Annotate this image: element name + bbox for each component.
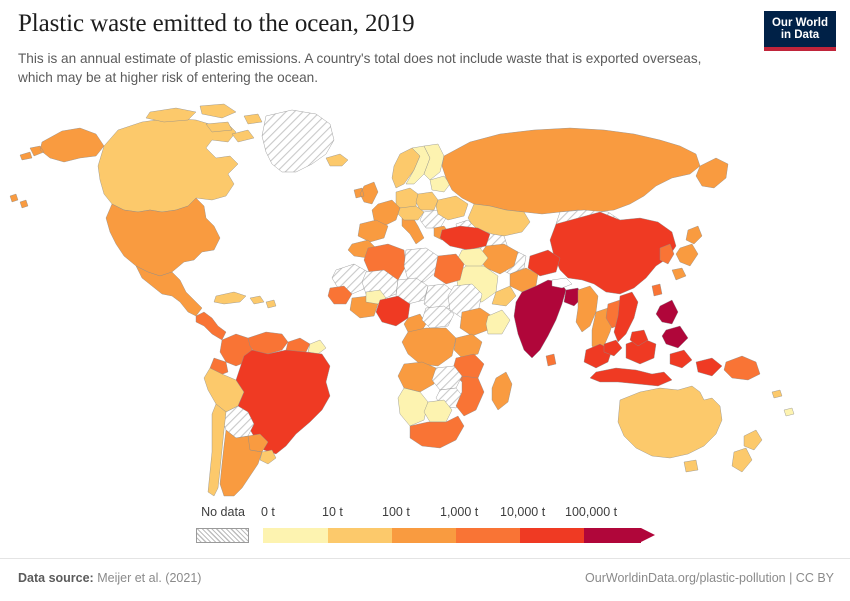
country-uruguay[interactable] <box>259 449 277 465</box>
country-iceland[interactable] <box>325 153 349 167</box>
country-nigeria[interactable] <box>375 295 411 327</box>
country-hawaii[interactable] <box>9 193 29 209</box>
owid-logo-line1: Our World <box>771 16 828 29</box>
world-map-svg[interactable] <box>0 100 850 500</box>
legend-bin-2[interactable] <box>392 528 456 543</box>
legend-bin-5[interactable] <box>584 528 641 543</box>
country-chile[interactable] <box>207 403 227 497</box>
country-sri-lanka[interactable] <box>545 353 557 367</box>
country-fiji[interactable] <box>783 407 795 417</box>
country-papua-new-guinea[interactable] <box>723 355 761 381</box>
country-philippines[interactable] <box>655 299 689 349</box>
country-spain[interactable] <box>357 219 389 243</box>
country-france[interactable] <box>371 199 401 227</box>
country-vietnam[interactable] <box>613 291 639 343</box>
country-namibia[interactable] <box>397 387 429 427</box>
owid-logo[interactable]: Our World in Data <box>764 11 836 51</box>
legend-tick-1: 10 t <box>322 505 343 519</box>
country-dr-congo[interactable] <box>401 327 457 367</box>
license-link[interactable]: OurWorldinData.org/plastic-pollution | C… <box>585 571 834 585</box>
country-tasmania[interactable] <box>683 459 699 473</box>
chart-subtitle: This is an annual estimate of plastic em… <box>18 51 702 85</box>
country-kenya[interactable] <box>453 333 483 359</box>
country-mozambique[interactable] <box>455 375 485 417</box>
country-baltics[interactable] <box>429 175 451 193</box>
country-japan[interactable] <box>671 225 703 281</box>
data-source: Data source: Meijer et al. (2021) <box>18 571 201 585</box>
legend-color-bar[interactable] <box>263 528 655 543</box>
country-somalia[interactable] <box>485 309 511 335</box>
legend-bin-1[interactable] <box>328 528 392 543</box>
country-ukraine[interactable] <box>435 195 469 221</box>
country-argentina[interactable] <box>219 429 263 497</box>
country-korea[interactable] <box>659 243 675 265</box>
country-niger[interactable] <box>395 277 429 305</box>
country-brazil[interactable] <box>235 349 331 455</box>
country-central-america[interactable] <box>195 311 227 341</box>
country-greenland[interactable] <box>261 109 335 173</box>
country-united-states[interactable] <box>105 197 221 277</box>
legend-tick-5: 100,000 t <box>565 505 618 519</box>
owid-logo-line2: in Data <box>780 29 820 41</box>
data-source-prefix: Data source: <box>18 571 94 585</box>
country-nepal[interactable] <box>551 277 573 289</box>
legend-tick-3: 1,000 t <box>440 505 479 519</box>
country-canada[interactable] <box>97 117 239 213</box>
country-australia[interactable] <box>617 385 723 459</box>
country-alaska[interactable] <box>19 127 105 163</box>
country-angola[interactable] <box>397 361 437 393</box>
world-choropleth-map[interactable] <box>0 100 850 500</box>
country-mexico[interactable] <box>135 265 203 317</box>
country-west-africa-coast[interactable] <box>327 285 353 305</box>
country-new-zealand[interactable] <box>731 429 763 473</box>
country-car[interactable] <box>421 305 455 329</box>
country-russia[interactable] <box>441 127 701 215</box>
country-myanmar[interactable] <box>575 285 599 333</box>
country-tibet-gap[interactable] <box>527 249 561 277</box>
country-united-kingdom[interactable] <box>353 181 379 205</box>
legend-overflow-arrow <box>641 528 655 542</box>
legend-tick-2: 100 t <box>382 505 410 519</box>
country-canada-arctic[interactable] <box>145 103 263 143</box>
countries-layer <box>9 103 795 497</box>
country-pacific-islands[interactable] <box>771 389 783 399</box>
country-taiwan[interactable] <box>651 283 663 297</box>
country-south-africa[interactable] <box>409 415 465 449</box>
country-caribbean[interactable] <box>213 291 277 309</box>
country-russia-far-east[interactable] <box>695 157 729 189</box>
legend-tick-4: 10,000 t <box>500 505 546 519</box>
country-central-europe[interactable] <box>397 205 425 221</box>
country-china[interactable] <box>549 211 677 295</box>
country-venezuela[interactable] <box>247 331 289 355</box>
country-madagascar[interactable] <box>491 371 513 411</box>
legend-bin-4[interactable] <box>520 528 584 543</box>
legend-bin-0[interactable] <box>263 528 328 543</box>
country-libya[interactable] <box>403 247 439 283</box>
legend-tick-0: 0 t <box>261 505 275 519</box>
page-title: Plastic waste emitted to the ocean, 2019 <box>18 10 415 37</box>
country-finland[interactable] <box>423 143 445 181</box>
country-yemen-oman[interactable] <box>491 285 517 307</box>
legend-bin-3[interactable] <box>456 528 520 543</box>
legend-no-data-label: No data <box>201 505 245 519</box>
country-egypt[interactable] <box>433 253 465 285</box>
country-french-guiana[interactable] <box>307 339 327 355</box>
country-poland[interactable] <box>415 191 439 211</box>
map-legend: No data 0 t 10 t 100 t 1,000 t 10,000 t … <box>0 505 850 555</box>
chart-footer: Data source: Meijer et al. (2021) OurWor… <box>0 558 850 601</box>
data-source-value: Meijer et al. (2021) <box>97 571 202 585</box>
country-malaysia[interactable] <box>603 329 649 357</box>
country-indonesia[interactable] <box>583 337 723 387</box>
legend-no-data-swatch[interactable] <box>196 528 249 543</box>
